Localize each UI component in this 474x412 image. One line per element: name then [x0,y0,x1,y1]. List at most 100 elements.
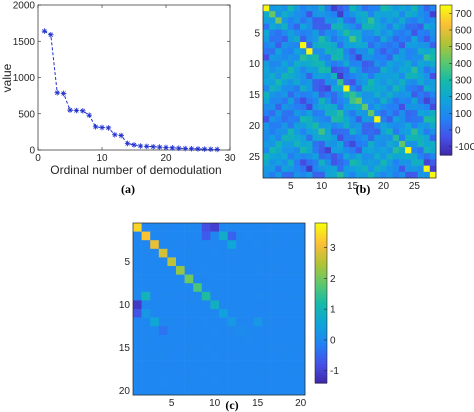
heatmap-cell [300,29,307,37]
heatmap-cell [262,334,271,344]
heatmap-cell [275,171,282,179]
heatmap-cell [361,159,369,166]
heatmap-cell [227,274,237,284]
heatmap-cell [270,300,280,310]
heatmap-cell [270,326,280,336]
heatmap-cell [262,360,271,370]
heatmap-cell [244,248,254,258]
heatmap-cell [184,257,194,267]
heatmap-cell [263,48,270,55]
colorbar-b-segment [440,72,452,76]
heatmap-cell [417,35,424,43]
colorbar-c-tick-label: 3 [330,243,336,254]
heatmap-cell [417,97,424,105]
heatmap-cell [361,42,369,49]
heatmap-cell [386,103,394,111]
heatmap-cell [262,248,271,258]
heatmap-cell [380,29,387,37]
heatmap-cell [270,334,280,344]
heatmap-cell [318,79,326,86]
heatmap-cell [361,60,369,68]
heatmap-cell [158,291,168,301]
colorbar-b-segment [440,27,452,31]
heatmap-cell [275,48,282,55]
heatmap-cell [380,134,387,142]
heatmap-cell [312,23,319,31]
colorbar-b-segment [440,32,452,36]
heatmap-cell [219,240,228,250]
heatmap-cell [158,266,168,275]
heatmap-cell [392,116,400,123]
heatmap-cell [210,377,220,387]
heatmap-cell [296,274,306,284]
heatmap-cell [269,35,276,43]
colorbar-b-segment [440,80,452,84]
heatmap-cell [368,48,375,55]
heatmap-cell [343,153,350,160]
marker-stroke [61,91,66,96]
marker-stroke [54,90,60,95]
heatmap-cell [330,48,338,55]
heatmap-cell [337,97,344,105]
colorbar-c-segment [315,239,327,243]
heatmap-cell [306,54,313,61]
heatmap-cell [392,48,400,55]
heatmap-cell [141,291,151,301]
heatmap-cell [429,29,437,37]
heatmap-cell [296,231,306,241]
colorbar-c-segment [315,313,327,317]
colorbar-c-segment [315,297,327,301]
heatmap-cell [253,317,263,327]
heatmap-cell [374,97,381,105]
heatmap-cell [236,343,246,353]
heatmap-cell [380,171,387,179]
panel-label: (c) [225,398,238,412]
heatmap-cell [355,5,363,12]
heatmap-cell [287,240,297,250]
heatmap-cell [227,343,237,353]
heatmap-cell [167,326,177,336]
heatmap-cell [201,369,211,379]
marker-stroke [214,147,220,152]
heatmap-cell [293,11,301,18]
heatmap-cell [275,153,282,160]
heatmap-cell [244,360,254,370]
heatmap-cell [349,17,356,24]
heatmap-cell [263,11,270,18]
heatmap-cell [330,23,338,31]
heatmap-cell [417,85,424,92]
heatmap-cell [193,266,203,275]
heatmap-cell [361,11,369,18]
heatmap-cell [324,91,332,98]
heatmap-cell [386,85,394,92]
heatmap-cell [368,11,375,18]
heatmap-cell [296,369,306,379]
heatmap-cell [343,165,350,173]
heatmap-cell [330,29,338,37]
colorbar-b-segment [440,65,452,69]
heatmap-cell [287,360,297,370]
heatmap-cell [287,140,295,148]
heatmap-cell [398,35,406,43]
heatmap-cell [374,85,381,92]
heatmap-cell [281,147,289,154]
heatmap-cell [361,153,369,160]
heatmap-cell [429,171,437,179]
colorbar-b-segment [440,75,452,79]
heatmap-cell [201,317,211,327]
heatmap-cell [386,110,394,117]
heatmap-cell [296,300,306,310]
heatmap-cell [361,110,369,117]
heatmap-cell [269,48,276,55]
heatmap-cell [361,91,369,98]
heatmap-cell [429,72,437,80]
heatmap-cell [293,159,301,166]
heatmap-cell [150,352,160,361]
heatmap-cell [269,66,276,74]
heatmap-cell [275,97,282,105]
heatmap-cell [293,66,301,74]
heatmap-cell [287,231,297,241]
heatmap-cell [355,72,363,80]
heatmap-cell [386,140,394,148]
heatmap-cell [318,165,326,173]
